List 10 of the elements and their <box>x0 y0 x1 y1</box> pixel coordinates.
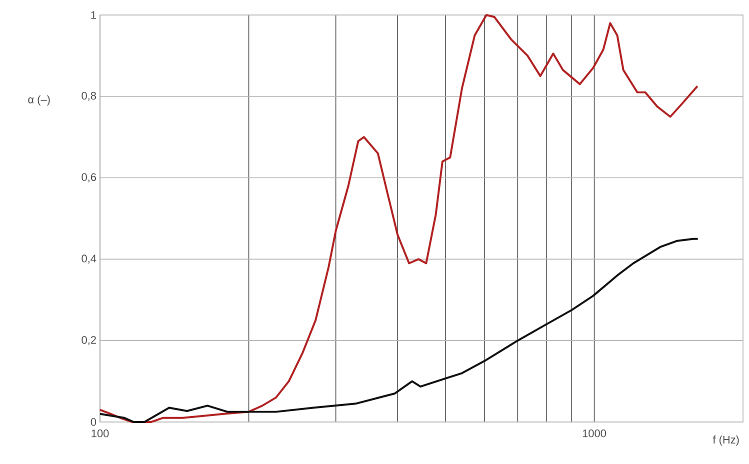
y-tick-label: 1 <box>91 11 96 19</box>
y-tick-label: 0 <box>90 418 96 426</box>
x-tick-label: 1000 <box>582 430 606 438</box>
y-tick-label: 0,8 <box>82 92 96 101</box>
x-axis-title: f (Hz) <box>712 436 739 446</box>
y-axis-title: α (–) <box>28 95 50 106</box>
y-tick-label: 0,4 <box>82 254 96 264</box>
x-tick-label: 100 <box>92 430 109 438</box>
y-tick-label: 0,6 <box>82 173 96 182</box>
y-tick-label: 0,2 <box>82 336 96 346</box>
